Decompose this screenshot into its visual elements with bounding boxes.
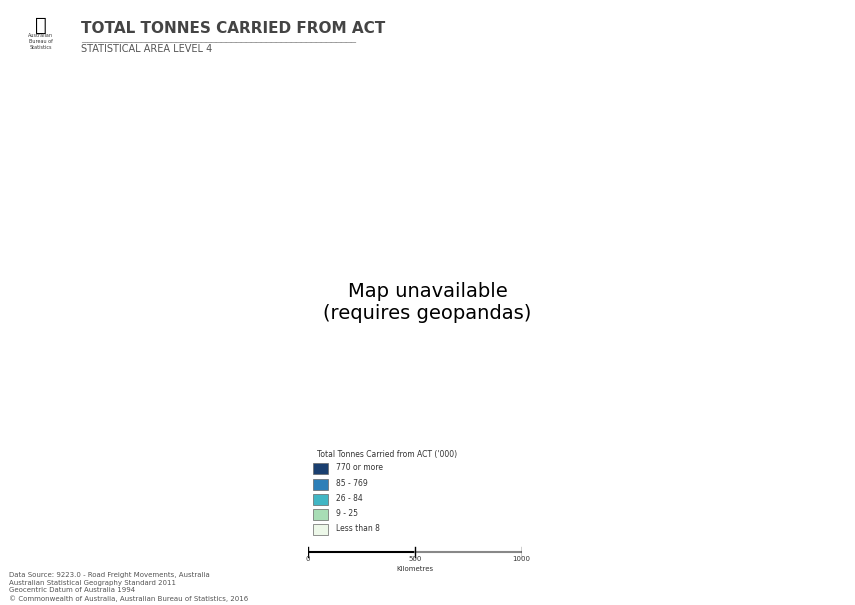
Text: ───────────────────────────────────────────────────────: ────────────────────────────────────────… — [81, 38, 357, 47]
Text: STATISTICAL AREA LEVEL 4: STATISTICAL AREA LEVEL 4 — [81, 44, 213, 54]
Text: Total Tonnes Carried from ACT ('000): Total Tonnes Carried from ACT ('000) — [317, 450, 457, 459]
Text: 9 - 25: 9 - 25 — [336, 509, 358, 518]
Text: 🦅: 🦅 — [35, 16, 46, 34]
FancyBboxPatch shape — [314, 494, 328, 505]
Text: Less than 8: Less than 8 — [336, 525, 380, 533]
Text: 770 or more: 770 or more — [336, 463, 383, 473]
Text: 1000: 1000 — [512, 557, 531, 563]
Text: 500: 500 — [408, 557, 422, 563]
Text: 85 - 769: 85 - 769 — [336, 479, 368, 488]
Text: TOTAL TONNES CARRIED FROM ACT: TOTAL TONNES CARRIED FROM ACT — [81, 21, 386, 36]
FancyBboxPatch shape — [314, 525, 328, 535]
FancyBboxPatch shape — [314, 479, 328, 489]
Text: Australian
Bureau of
Statistics: Australian Bureau of Statistics — [28, 33, 53, 50]
Text: © Commonwealth of Australia, Australian Bureau of Statistics, 2016: © Commonwealth of Australia, Australian … — [9, 595, 248, 602]
FancyBboxPatch shape — [314, 509, 328, 520]
Text: 0: 0 — [305, 557, 310, 563]
FancyBboxPatch shape — [314, 463, 328, 474]
Text: Australian Statistical Geography Standard 2011: Australian Statistical Geography Standar… — [9, 580, 175, 586]
Text: Data Source: 9223.0 - Road Freight Movements, Australia: Data Source: 9223.0 - Road Freight Movem… — [9, 572, 209, 578]
Text: Map unavailable
(requires geopandas): Map unavailable (requires geopandas) — [323, 282, 532, 323]
Text: Geocentric Datum of Australia 1994: Geocentric Datum of Australia 1994 — [9, 587, 135, 594]
Text: Kilometres: Kilometres — [396, 566, 433, 572]
Text: 26 - 84: 26 - 84 — [336, 494, 363, 503]
